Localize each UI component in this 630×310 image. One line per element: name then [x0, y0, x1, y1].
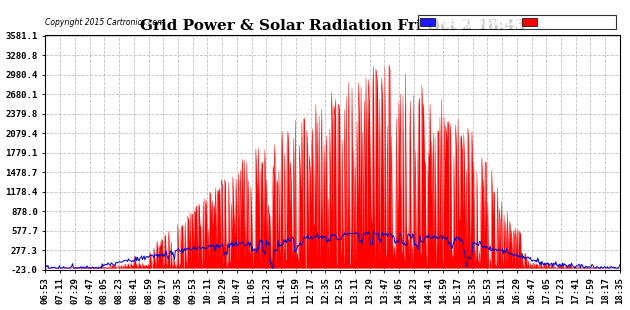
- Text: Copyright 2015 Cartronics.com: Copyright 2015 Cartronics.com: [45, 19, 165, 28]
- Legend: Radiation (w/m2), Grid (AC Watts): Radiation (w/m2), Grid (AC Watts): [418, 15, 616, 29]
- Title: Grid Power & Solar Radiation Fri Oct 2 18:43: Grid Power & Solar Radiation Fri Oct 2 1…: [140, 20, 525, 33]
